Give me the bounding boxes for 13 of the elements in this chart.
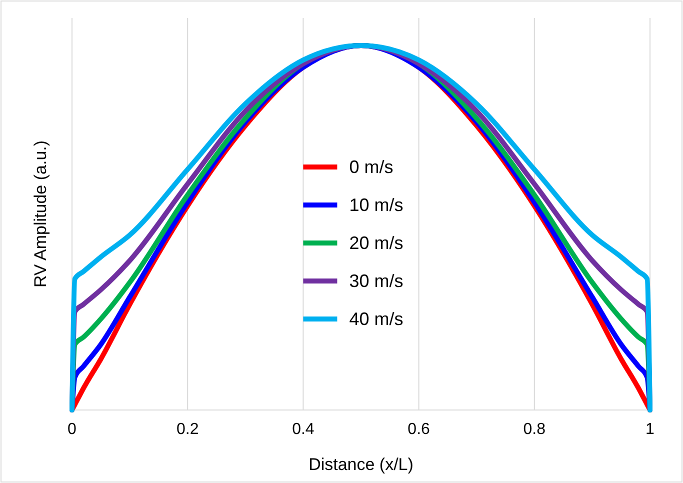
x-tick-label: 0.4 — [292, 421, 314, 438]
x-axis-title: Distance (x/L) — [308, 455, 414, 474]
x-tick-label: 0.8 — [523, 421, 546, 438]
legend-label: 40 m/s — [349, 308, 404, 329]
x-tick-label: 0 — [68, 421, 77, 438]
y-axis-title: RV Amplitude (a.u.) — [31, 140, 50, 288]
legend-label: 30 m/s — [349, 270, 404, 291]
legend-label: 0 m/s — [349, 156, 394, 177]
x-tick-label: 0.6 — [408, 421, 430, 438]
legend-label: 20 m/s — [349, 232, 404, 253]
x-tick-label: 0.2 — [176, 421, 199, 438]
x-tick-label: 1 — [646, 421, 655, 438]
legend-label: 10 m/s — [349, 194, 404, 215]
